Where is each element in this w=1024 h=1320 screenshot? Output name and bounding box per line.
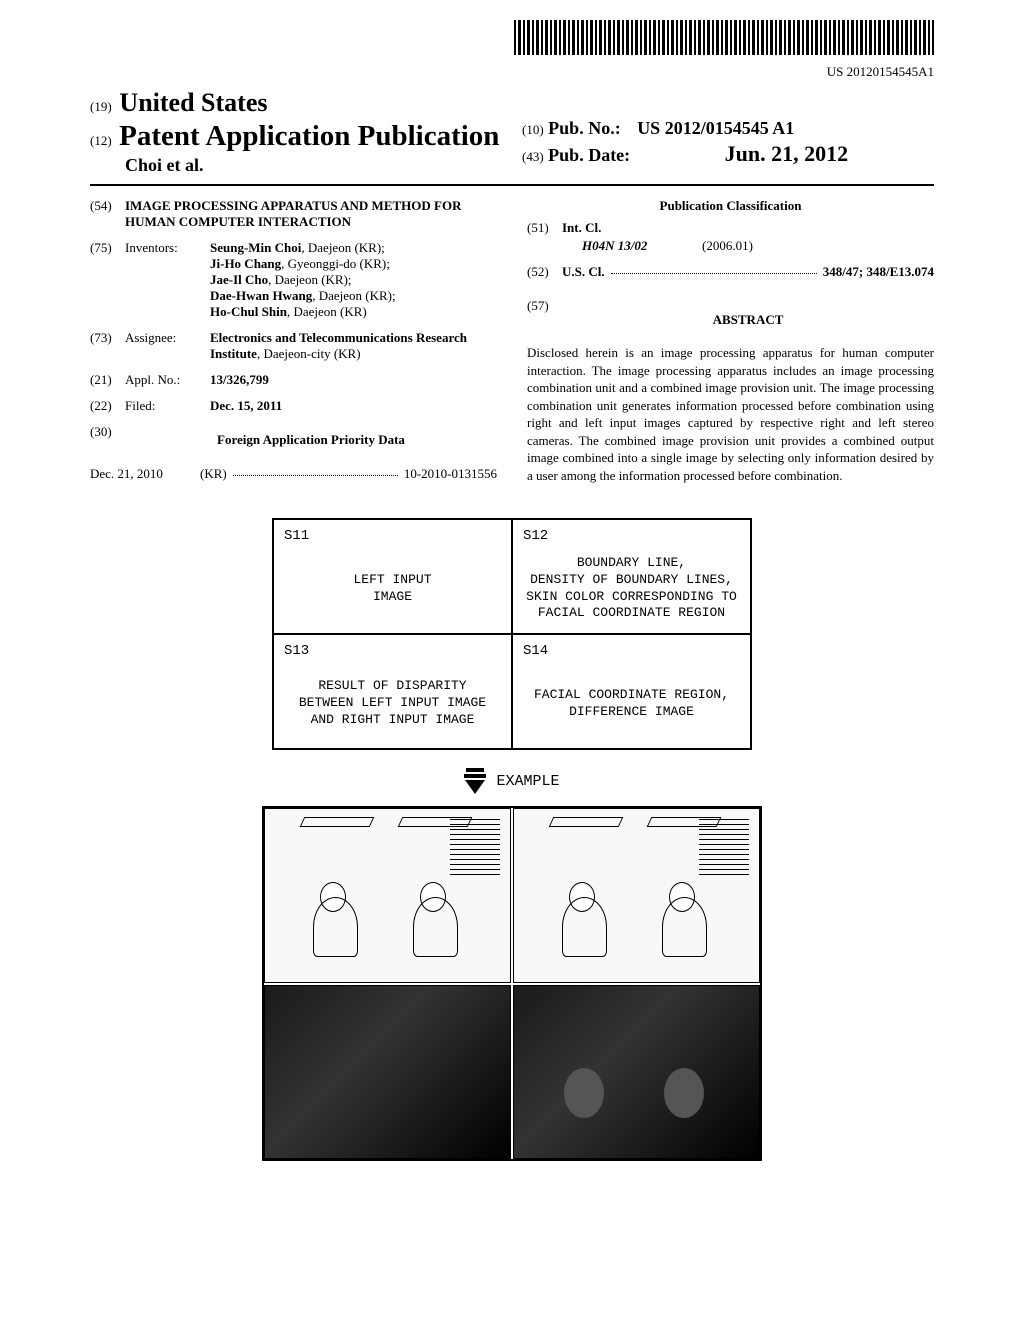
down-arrow-icon [464,768,486,794]
pub-date-prefix: (43) [522,149,544,164]
example-text: EXAMPLE [496,773,559,790]
uscl-num: (52) [527,264,562,280]
dots-leader [611,264,817,274]
uscl-label: U.S. Cl. [562,264,605,280]
pub-no: US 2012/0154545 A1 [637,118,794,138]
pub-no-prefix: (10) [522,122,544,137]
fig-cell-id: S11 [284,528,501,544]
example-quad-1 [264,808,511,983]
pub-date-label: Pub. Date: [548,145,630,165]
fig-cell-text: FACIAL COORDINATE REGION,DIFFERENCE IMAG… [523,667,740,740]
fig-cell-text: BOUNDARY LINE,DENSITY OF BOUNDARY LINES,… [523,552,740,625]
filed-num: (22) [90,398,125,414]
fig-cell-s14: S14 FACIAL COORDINATE REGION,DIFFERENCE … [512,634,751,749]
inventor-name: Ji-Ho Chang [210,256,281,271]
priority-val: 10-2010-0131556 [404,466,497,482]
priority-date: Dec. 21, 2010 [90,466,200,482]
inventor-loc: , Daejeon (KR); [301,240,384,255]
intcl-year: (2006.01) [702,238,753,254]
fig-cell-id: S13 [284,643,501,659]
example-quad-2 [513,808,760,983]
title-num: (54) [90,198,125,230]
example-quad-3 [264,985,511,1160]
abstract-num: (57) [527,298,562,334]
uscl-val: 348/47; 348/E13.074 [823,264,934,280]
intcl-num: (51) [527,220,562,236]
assignee-label: Assignee: [125,330,210,362]
fig-cell-s11: S11 LEFT INPUTIMAGE [273,519,512,634]
inventors-num: (75) [90,240,125,320]
fig-cell-id: S14 [523,643,740,659]
pub-type-prefix: (12) [90,133,112,148]
fig-cell-text: LEFT INPUTIMAGE [284,552,501,625]
barcode-area [90,20,934,60]
intcl-code: H04N 13/02 [582,238,702,254]
barcode [514,20,934,55]
pub-date: Jun. 21, 2012 [725,141,848,166]
fig-cell-id: S12 [523,528,740,544]
header-divider [90,184,934,186]
patent-title: IMAGE PROCESSING APPARATUS AND METHOD FO… [125,198,497,230]
inventor-name: Ho-Chul Shin [210,304,287,319]
inventor-loc: , Gyeonggi-do (KR); [281,256,390,271]
abstract-header: ABSTRACT [562,312,934,328]
assignee-num: (73) [90,330,125,362]
main-columns: (54) IMAGE PROCESSING APPARATUS AND METH… [90,198,934,488]
inventors-list: Seung-Min Choi, Daejeon (KR); Ji-Ho Chan… [210,240,497,320]
figure-grid: S11 LEFT INPUTIMAGE S12 BOUNDARY LINE,DE… [272,518,752,750]
pub-no-label: Pub. No.: [548,118,621,138]
priority-header: Foreign Application Priority Data [125,432,497,448]
assignee-val: Electronics and Telecommunications Resea… [210,330,497,362]
author-line: Choi et al. [125,155,502,176]
inventor-loc: , Daejeon (KR); [312,288,395,303]
barcode-text: US 20120154545A1 [90,64,934,80]
filed-label: Filed: [125,398,210,414]
example-label: EXAMPLE [464,768,559,794]
assignee-loc: , Daejeon-city (KR) [257,346,361,361]
appl-label: Appl. No.: [125,372,210,388]
inventor-loc: , Daejeon (KR) [287,304,367,319]
appl-num: (21) [90,372,125,388]
header-row: (19) United States (12) Patent Applicati… [90,88,934,176]
example-box [262,806,762,1161]
inventor-name: Dae-Hwan Hwang [210,288,312,303]
inventor-name: Jae-Il Cho [210,272,268,287]
fig-cell-s12: S12 BOUNDARY LINE,DENSITY OF BOUNDARY LI… [512,519,751,634]
appl-val: 13/326,799 [210,372,497,388]
country: United States [119,88,267,117]
inventor-loc: , Daejeon (KR); [268,272,351,287]
intcl-label: Int. Cl. [562,220,601,236]
publication-type: Patent Application Publication [119,120,499,152]
classification-header: Publication Classification [527,198,934,214]
priority-num: (30) [90,424,125,456]
figure-area: S11 LEFT INPUTIMAGE S12 BOUNDARY LINE,DE… [90,518,934,1161]
priority-country: (KR) [200,466,227,482]
abstract-text: Disclosed herein is an image processing … [527,344,934,484]
inventor-name: Seung-Min Choi [210,240,301,255]
filed-val: Dec. 15, 2011 [210,398,497,414]
example-quad-4 [513,985,760,1160]
country-prefix: (19) [90,99,112,114]
fig-cell-s13: S13 RESULT OF DISPARITYBETWEEN LEFT INPU… [273,634,512,749]
dots-leader [233,466,398,476]
fig-cell-text: RESULT OF DISPARITYBETWEEN LEFT INPUT IM… [284,667,501,740]
inventors-label: Inventors: [125,240,210,320]
